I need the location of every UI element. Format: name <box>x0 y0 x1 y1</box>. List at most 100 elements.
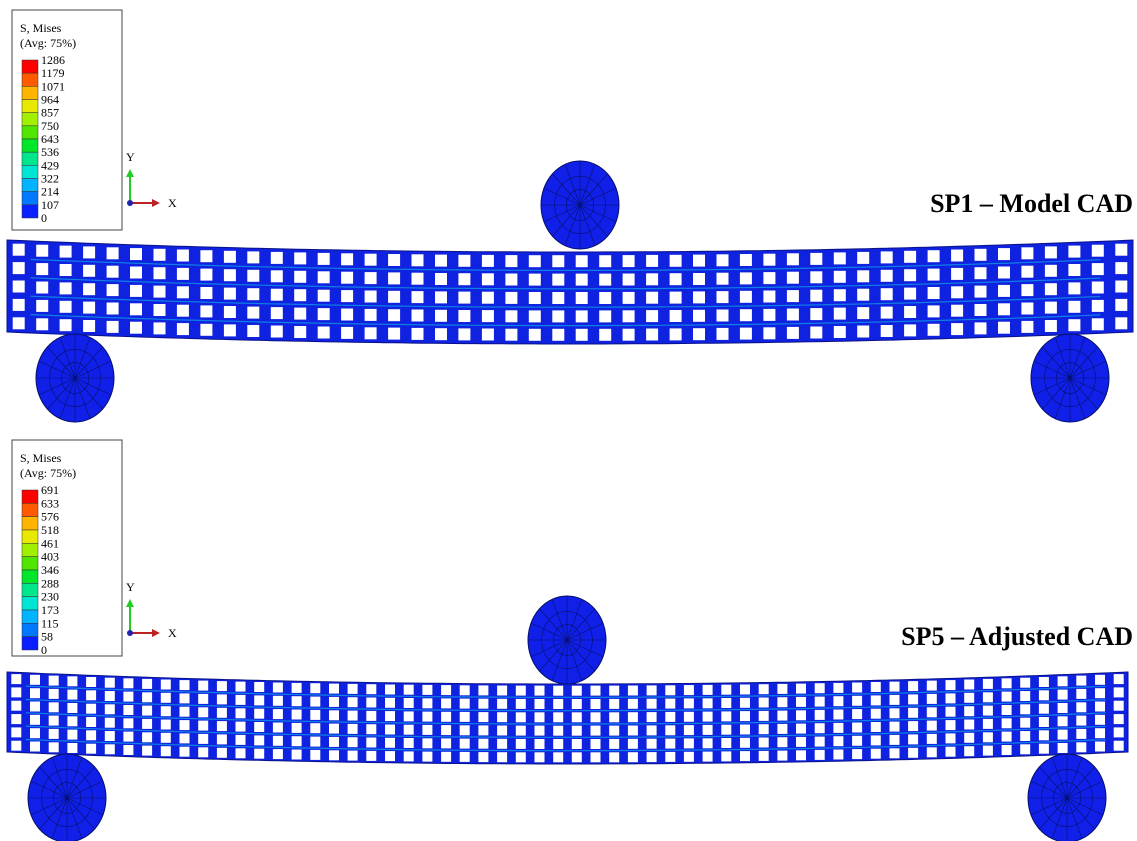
beam-cell <box>30 675 40 685</box>
beam-cell <box>684 698 694 708</box>
beam-cell <box>318 308 330 320</box>
beam-cell <box>292 710 302 720</box>
beam-cell <box>60 282 72 294</box>
beam-cell <box>273 696 283 706</box>
beam-cell <box>834 271 846 283</box>
beam-cell <box>67 703 77 713</box>
beam-cell <box>1058 676 1068 686</box>
beam-cell <box>717 254 729 266</box>
legend-value: 115 <box>41 616 59 630</box>
beam-cell <box>890 722 900 732</box>
beam-cell <box>318 271 330 283</box>
beam-cell <box>497 752 507 762</box>
beam-cell <box>105 691 115 701</box>
legend-swatch <box>22 100 38 113</box>
beam-cell <box>763 272 775 284</box>
beam-cell <box>107 247 119 259</box>
beam-cell <box>553 699 563 709</box>
beam-cell <box>441 698 451 708</box>
panel-title: SP1 – Model CAD <box>930 189 1133 218</box>
beam-cell <box>833 736 843 746</box>
beam-cell <box>787 327 799 339</box>
beam-cell <box>628 686 638 696</box>
beam-cell <box>834 252 846 264</box>
beam-cell <box>67 743 77 753</box>
beam-cell <box>964 746 974 756</box>
beam-cell <box>1002 732 1012 742</box>
beam-cell <box>247 325 259 337</box>
beam-cell <box>224 288 236 300</box>
beam-cell <box>927 694 937 704</box>
panel-title: SP5 – Adjusted CAD <box>901 622 1133 651</box>
beam-cell <box>787 290 799 302</box>
beam-cell <box>833 683 843 693</box>
beam-cell <box>329 697 339 707</box>
beam-cell <box>224 269 236 281</box>
beam-cell <box>86 717 96 727</box>
beam-cell <box>998 285 1010 297</box>
beam-cell <box>576 292 588 304</box>
beam-cell <box>198 694 208 704</box>
beam-cell <box>516 726 526 736</box>
beam-cell <box>83 320 95 332</box>
beam-cell <box>529 274 541 286</box>
beam-cell <box>142 746 152 756</box>
beam-cell <box>67 730 77 740</box>
beam-cell <box>740 309 752 321</box>
beam-cell <box>552 255 564 267</box>
beam-cell <box>107 284 119 296</box>
beam-cell <box>833 696 843 706</box>
beam-cell <box>1076 716 1086 726</box>
beam-cell <box>83 246 95 258</box>
beam-cell <box>665 752 675 762</box>
legend-swatch <box>22 583 38 596</box>
beam-cell <box>294 308 306 320</box>
legend-value: 1071 <box>41 79 65 93</box>
beam-cell <box>670 328 682 340</box>
beam-cell <box>810 308 822 320</box>
beam-cell <box>623 329 635 341</box>
beam-cell <box>1092 245 1104 257</box>
legend-swatch <box>22 623 38 636</box>
beam-cell <box>497 686 507 696</box>
beam-cell <box>572 739 582 749</box>
beam-cell <box>292 736 302 746</box>
beam-cell <box>763 309 775 321</box>
beam-cell <box>670 273 682 285</box>
beam-cell <box>310 710 320 720</box>
beam-cell <box>628 739 638 749</box>
beam-cell <box>721 711 731 721</box>
beam-cell <box>1058 743 1068 753</box>
beam-cell <box>553 726 563 736</box>
beam-cell <box>777 737 787 747</box>
beam-cell <box>273 709 283 719</box>
beam-cell <box>348 697 358 707</box>
beam-cell <box>318 327 330 339</box>
legend-value: 0 <box>41 643 47 657</box>
beam-cell <box>1115 262 1127 274</box>
beam-cell <box>482 255 494 267</box>
beam-cell <box>292 683 302 693</box>
beam-cell <box>670 310 682 322</box>
beam-cell <box>273 736 283 746</box>
beam-cell <box>529 255 541 267</box>
beam-cell <box>13 262 25 274</box>
beam-cell <box>1002 745 1012 755</box>
beam-cell <box>871 722 881 732</box>
beam-cell <box>435 273 447 285</box>
beam-cell <box>180 720 190 730</box>
beam-cell <box>365 327 377 339</box>
beam-cell <box>951 250 963 262</box>
beam-cell <box>975 322 987 334</box>
beam-cell <box>1068 301 1080 313</box>
beam-cell <box>460 725 470 735</box>
legend-value: 173 <box>41 603 59 617</box>
beam-cell <box>890 708 900 718</box>
beam-cell <box>478 725 488 735</box>
beam-cell <box>60 319 72 331</box>
beam-cell <box>951 286 963 298</box>
beam-cell <box>553 712 563 722</box>
beam-cell <box>60 264 72 276</box>
beam-cell <box>130 267 142 279</box>
beam-cell <box>36 263 48 275</box>
